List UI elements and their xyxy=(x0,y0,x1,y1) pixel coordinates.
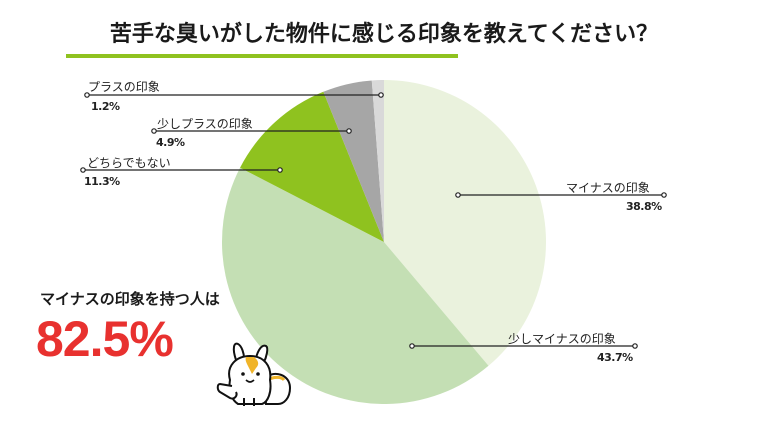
chart-title: 苦手な臭いがした物件に感じる印象を教えてください？ xyxy=(109,22,659,47)
label-neutral: どちらでもない xyxy=(87,156,171,170)
pct-plus: 1.2% xyxy=(91,100,120,113)
pct-neutral: 11.3% xyxy=(84,175,120,188)
pct-slightly-plus: 4.9% xyxy=(156,136,185,149)
pie-slice xyxy=(323,80,384,242)
label-slightly-plus: 少しプラスの印象 xyxy=(157,117,253,131)
pie-slice xyxy=(240,91,384,243)
squirrel-mascot-icon xyxy=(216,342,292,406)
pie-slices xyxy=(222,80,546,405)
summary-value: 82.5% xyxy=(36,311,174,367)
pie-slice xyxy=(371,80,384,242)
label-slightly-minus: 少しマイナスの印象 xyxy=(508,332,616,346)
pie-slice xyxy=(384,80,546,366)
title-underline xyxy=(66,54,458,58)
label-minus: マイナスの印象 xyxy=(566,181,650,195)
pct-minus: 38.8% xyxy=(626,200,662,213)
pie-slice xyxy=(222,167,489,405)
leader-lines xyxy=(80,92,667,349)
label-plus: プラスの印象 xyxy=(88,80,160,94)
pct-slightly-minus: 43.7% xyxy=(597,351,633,364)
summary-label: マイナスの印象を持つ人は xyxy=(40,290,220,308)
